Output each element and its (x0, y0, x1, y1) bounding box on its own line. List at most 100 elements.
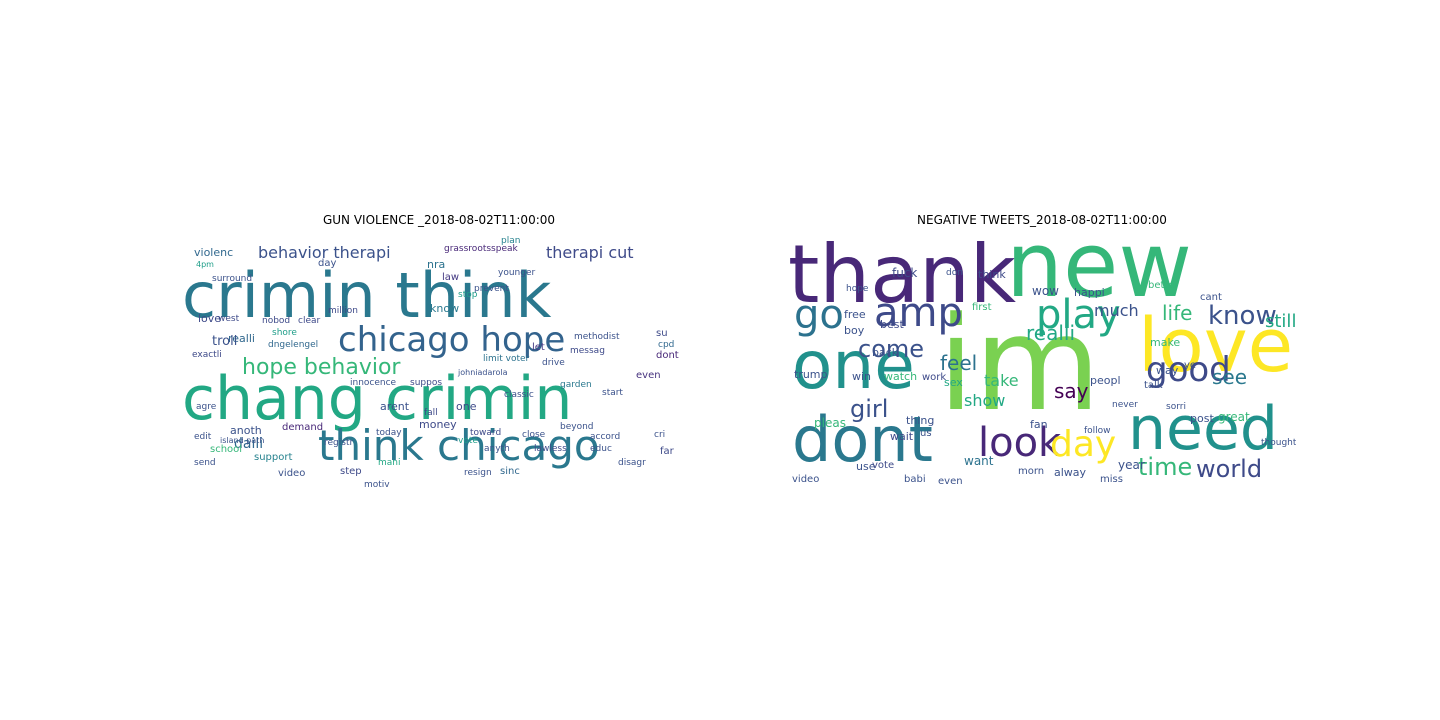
cloud-word: start (602, 388, 623, 398)
cloud-word: girl (850, 395, 889, 423)
cloud-word: cant (1200, 292, 1222, 303)
cloud-word: morn (1018, 466, 1045, 477)
cloud-word: wait (890, 430, 914, 443)
cloud-word: know (430, 302, 460, 315)
cloud-word: win (852, 370, 872, 383)
cloud-word: boy (844, 324, 865, 337)
cloud-word: younger (498, 268, 536, 278)
cloud-word: let (532, 342, 545, 353)
cloud-word: crimin think (182, 259, 552, 332)
cloud-word: day (1050, 424, 1117, 465)
cloud-word: school (210, 444, 243, 455)
cloud-word: money (419, 418, 457, 431)
cloud-word: happi (1074, 286, 1105, 299)
cloud-word: clear (298, 316, 321, 326)
cloud-word: prevent (474, 284, 509, 294)
cloud-word: chicago hope (338, 320, 566, 360)
panel-title: NEGATIVE TWEETS_2018-08-02T11:00:00 (917, 213, 1167, 227)
cloud-word: hope (846, 284, 869, 294)
cloud-word: see (1212, 365, 1248, 389)
cloud-word: anoth (230, 424, 262, 437)
cloud-word: anyth (484, 444, 510, 454)
cloud-word: toward (470, 428, 502, 438)
cloud-word: island path (220, 436, 265, 445)
panel-title: GUN VIOLENCE _2018-08-02T11:00:00 (322, 213, 556, 227)
cloud-word: drive (542, 358, 565, 368)
cloud-word: show (964, 391, 1006, 410)
cloud-word: su (656, 328, 668, 339)
cloud-word: love (1138, 303, 1294, 389)
cloud-word: don (946, 268, 963, 278)
cloud-word: us (920, 428, 932, 439)
cloud-word: disagr (618, 458, 646, 468)
cloud-word: post (1190, 412, 1214, 425)
cloud-word: take (984, 371, 1019, 390)
cloud-word: back (872, 346, 899, 359)
cloud-word: grassrootsspeak (444, 244, 518, 254)
cloud-word: world (1196, 455, 1263, 483)
cloud-word: work (922, 372, 947, 383)
cloud-word: trump (794, 368, 828, 381)
cloud-word: surround (212, 274, 253, 284)
cloud-word: demand (282, 422, 324, 433)
cloud-word: peopl (1090, 374, 1121, 387)
cloud-word: one (792, 327, 915, 404)
cloud-word: close (522, 430, 546, 440)
cloud-word: agre (196, 402, 217, 412)
cloud-word: cri (654, 430, 666, 440)
cloud-word: great (1218, 410, 1250, 424)
cloud-word: troll (212, 334, 238, 349)
cloud-word: resign (464, 468, 492, 478)
cloud-word: fall (424, 408, 438, 418)
cloud-word: pleas (814, 416, 846, 430)
cloud-word: follow (1084, 426, 1111, 436)
cloud-word: edit (194, 432, 212, 442)
cloud-word: daili (234, 436, 264, 452)
cloud-word: even (636, 370, 661, 381)
cloud-word: never (1112, 400, 1138, 410)
cloud-word: first (972, 302, 992, 313)
cloud-word: fan (1030, 418, 1048, 431)
cloud-word: go (794, 292, 844, 338)
cloud-word: 4pm (196, 260, 214, 269)
cloud-word: life (1162, 301, 1193, 325)
cloud-word: dont (792, 403, 933, 476)
cloud-word: sinc (500, 466, 520, 477)
cloud-word: dont (656, 350, 679, 361)
cloud-word: stop (458, 290, 478, 300)
cloud-word: support (254, 452, 293, 463)
cloud-word: send (194, 458, 216, 468)
cloud-word: shore (272, 328, 297, 338)
cloud-word: methodist (574, 332, 620, 342)
cloud-word: motiv (364, 480, 390, 490)
cloud-word: thing (906, 414, 935, 427)
cloud-word: one (456, 400, 477, 413)
cloud-word: ye (1184, 360, 1197, 371)
cloud-word: west (218, 314, 240, 324)
wordcloud-canvas: crimin think chang crimin chicago hope thin… (178, 233, 700, 493)
wordcloud-canvas: thank new one im love dont need go amp play look da… (788, 233, 1296, 493)
cloud-word: plan (501, 236, 521, 246)
cloud-word: sex (944, 376, 963, 389)
cloud-word: dngelengel (268, 340, 319, 350)
cloud-word: still (1265, 311, 1296, 332)
cloud-word: violenc (194, 246, 234, 259)
cloud-word: million (328, 306, 358, 316)
cloud-word: fuck (892, 266, 918, 280)
cloud-word: babi (904, 474, 926, 485)
cloud-word: classic (504, 390, 534, 400)
cloud-word: vote (872, 460, 895, 471)
cloud-word: johniadarola (458, 368, 508, 377)
cloud-word: say (1054, 379, 1089, 403)
cloud-word: messag (570, 346, 605, 356)
cloud-word: miss (1100, 474, 1123, 485)
cloud-word: nra (427, 258, 446, 271)
cloud-word: new (1006, 233, 1193, 318)
cloud-word: alway (1054, 466, 1087, 479)
cloud-word: thought (1261, 438, 1296, 448)
cloud-word: law (442, 272, 460, 283)
cloud-word: step (340, 466, 362, 477)
cloud-word: therapi cut (546, 243, 634, 262)
cloud-word: way (1156, 364, 1179, 377)
cloud-word: even (938, 476, 963, 487)
